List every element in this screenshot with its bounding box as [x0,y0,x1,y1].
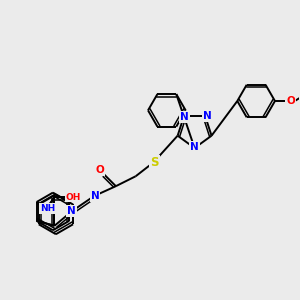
Text: NH: NH [40,204,55,213]
Text: S: S [150,156,159,169]
Text: O: O [96,165,104,175]
Text: N: N [190,142,199,152]
Text: N: N [67,206,76,216]
Text: N: N [91,191,99,201]
Text: O: O [286,96,295,106]
Text: N: N [203,111,212,121]
Text: OH: OH [66,193,81,202]
Text: N: N [180,112,188,122]
